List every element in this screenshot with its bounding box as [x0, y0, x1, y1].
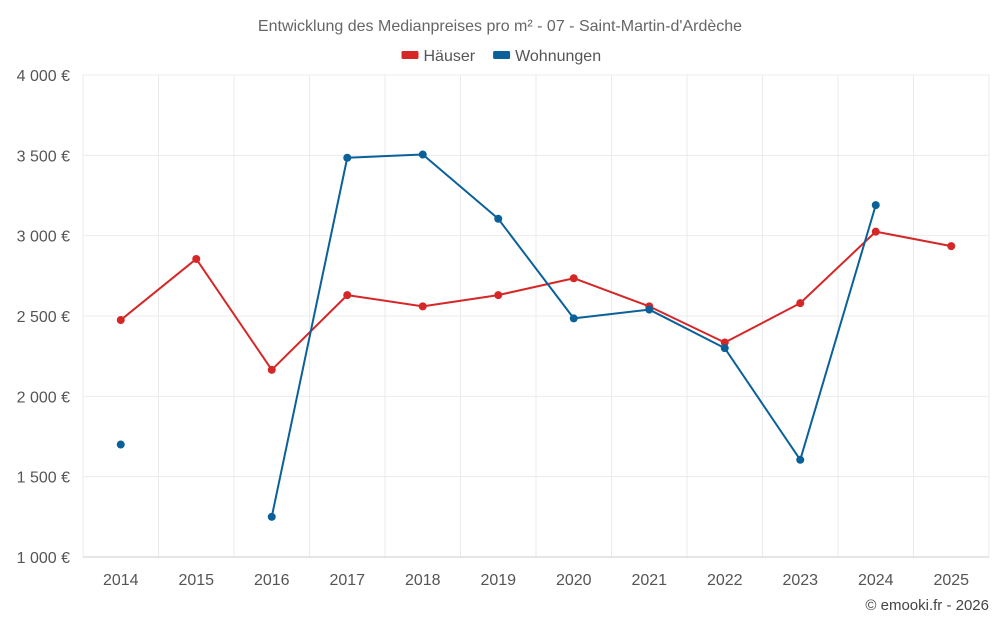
- data-point[interactable]: [720, 344, 729, 353]
- y-tick-label: 3 000 €: [17, 229, 70, 246]
- data-point[interactable]: [569, 314, 578, 323]
- data-point[interactable]: [720, 338, 729, 347]
- data-point[interactable]: [418, 302, 427, 311]
- y-axis-ticks: 1 000 € 1 500 € 2 000 € 2 500 € 3 000 € 3 500…: [17, 68, 70, 567]
- data-point[interactable]: [796, 299, 805, 308]
- y-tick-label: 3 500 €: [17, 148, 70, 165]
- data-point[interactable]: [645, 305, 654, 314]
- x-tick-label: 2022: [707, 572, 743, 589]
- legend-item[interactable]: Häuser: [401, 48, 476, 65]
- data-point[interactable]: [192, 254, 201, 263]
- data-point[interactable]: [267, 365, 276, 374]
- x-tick-label: 2021: [631, 572, 667, 589]
- x-tick-label: 2014: [103, 572, 139, 589]
- x-tick-label: 2016: [254, 572, 290, 589]
- y-tick-label: 1 000 €: [17, 550, 70, 567]
- x-tick-label: 2017: [329, 572, 365, 589]
- data-point[interactable]: [871, 227, 880, 236]
- credit-text: © emooki.fr - 2026: [865, 597, 989, 614]
- x-tick-label: 2023: [782, 572, 818, 589]
- x-axis-ticks: 2014 2015 2016 2017 2018 2019 2020 2021 2022 2023…: [103, 572, 969, 589]
- data-point[interactable]: [267, 512, 276, 521]
- legend-swatch: [401, 51, 419, 59]
- data-point[interactable]: [947, 242, 956, 251]
- data-point[interactable]: [871, 201, 880, 210]
- y-tick-label: 2 500 €: [17, 309, 70, 326]
- chart-title: Entwicklung des Medianpreises pro m² - 0…: [258, 18, 742, 35]
- series-häuser: [116, 227, 956, 374]
- data-point[interactable]: [569, 274, 578, 283]
- data-point[interactable]: [494, 214, 503, 223]
- x-tick-label: 2020: [556, 572, 592, 589]
- data-point[interactable]: [343, 153, 352, 162]
- legend-item[interactable]: Wohnungen: [493, 48, 601, 65]
- legend-label: Häuser: [424, 48, 476, 65]
- series-line: [120, 230, 952, 371]
- x-tick-label: 2024: [858, 572, 894, 589]
- x-tick-label: 2019: [480, 572, 516, 589]
- x-tick-label: 2018: [405, 572, 441, 589]
- legend-label: Wohnungen: [515, 48, 601, 65]
- x-tick-label: 2025: [933, 572, 969, 589]
- y-tick-label: 4 000 €: [17, 68, 70, 85]
- data-point[interactable]: [343, 291, 352, 300]
- y-tick-label: 1 500 €: [17, 470, 70, 487]
- data-point[interactable]: [418, 150, 427, 159]
- series-layer: [116, 150, 956, 521]
- y-tick-label: 2 000 €: [17, 389, 70, 406]
- data-point[interactable]: [494, 291, 503, 300]
- data-point[interactable]: [116, 316, 125, 325]
- legend: Häuser Wohnungen: [401, 48, 601, 65]
- series-line: [270, 153, 877, 518]
- data-point[interactable]: [116, 440, 125, 449]
- series-wohnungen: [116, 150, 880, 521]
- legend-swatch: [493, 51, 511, 59]
- x-tick-label: 2015: [178, 572, 214, 589]
- data-point[interactable]: [796, 455, 805, 464]
